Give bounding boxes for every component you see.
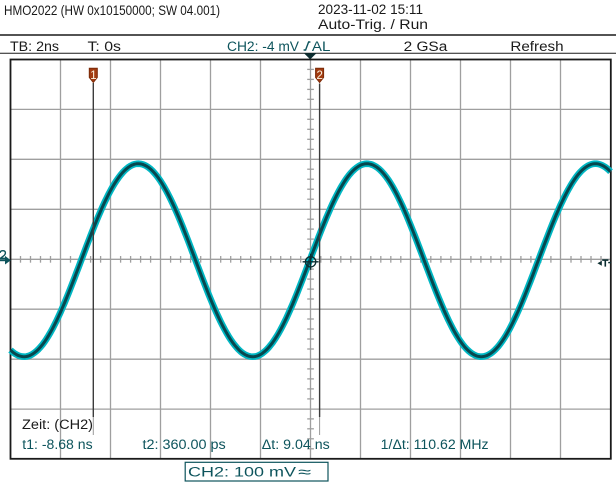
- svg-text:AL: AL: [312, 39, 331, 55]
- svg-text:Zeit: (CH2): Zeit: (CH2): [22, 417, 93, 432]
- svg-text:Auto-Trig. / Run: Auto-Trig. / Run: [318, 16, 428, 32]
- svg-text:1: 1: [90, 70, 96, 82]
- svg-text:1/Δt: 110.62 MHz: 1/Δt: 110.62 MHz: [381, 437, 489, 452]
- svg-text:HMO2022 (HW 0x10150000; SW 04.: HMO2022 (HW 0x10150000; SW 04.001): [4, 2, 220, 18]
- svg-text:2 GSa: 2 GSa: [404, 39, 448, 55]
- svg-text:t1: -8.68 ns: t1: -8.68 ns: [22, 437, 93, 452]
- svg-text:CH2: 100 mV: CH2: 100 mV: [188, 465, 296, 480]
- svg-text:2: 2: [316, 70, 322, 82]
- svg-text:t2: 360.00 ps: t2: 360.00 ps: [143, 437, 226, 452]
- svg-text:T: 0s: T: 0s: [88, 39, 122, 55]
- svg-text:CH2: -4 mV: CH2: -4 mV: [227, 39, 300, 55]
- svg-text:TB: 2ns: TB: 2ns: [10, 39, 59, 55]
- svg-text:Δt: 9.04 ns: Δt: 9.04 ns: [262, 437, 330, 452]
- svg-text:Refresh: Refresh: [510, 39, 563, 55]
- svg-text:2023-11-02 15:11: 2023-11-02 15:11: [318, 1, 423, 17]
- svg-text:≈: ≈: [298, 464, 311, 481]
